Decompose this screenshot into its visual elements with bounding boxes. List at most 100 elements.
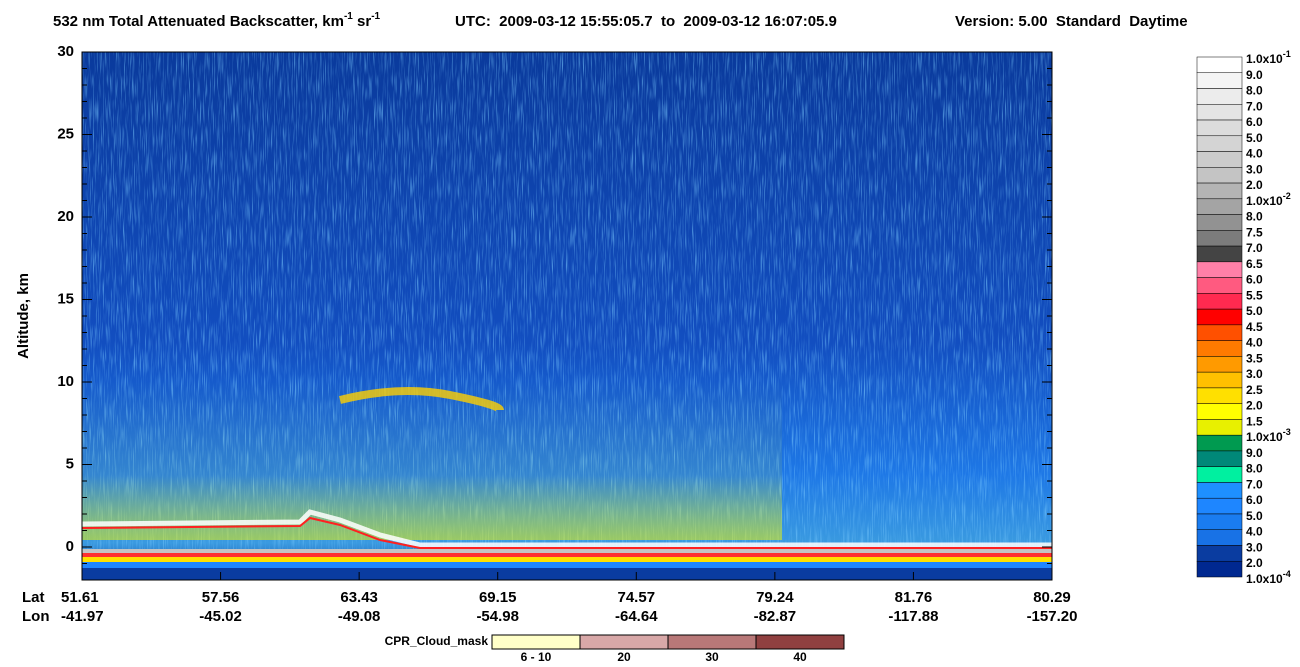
colorbar-label-text: 2.0 [1246,556,1263,570]
colorbar-label-text: 8.0 [1246,462,1263,476]
y-tick-label: 0 [66,538,74,555]
colorbar-label-text: 8.0 [1246,84,1263,98]
x-tick-label: -157.20 [1027,608,1078,625]
colorbar-label-text: 4.0 [1246,147,1263,161]
colorbar-label-exp: -2 [1283,191,1291,201]
colorbar-label-text: 7.0 [1246,478,1263,492]
x-tick-label: 57.56 [202,589,240,606]
colorbar-label-text: 2.0 [1246,178,1263,192]
colorbar-label-text: 6.0 [1246,273,1263,287]
colorbar-label: 4.0 [1246,336,1263,350]
colorbar-swatch [1196,387,1243,404]
backscatter-image [81,51,1053,581]
colorbar-label: 8.0 [1246,84,1263,98]
x-tick-label: 79.24 [756,589,794,606]
x-row-name: Lat [22,589,45,606]
colorbar-label: 5.0 [1246,131,1263,145]
colorbar-label-text: 7.5 [1246,226,1263,240]
colorbar-label-exp: -1 [1283,49,1291,59]
y-axis-label: Altitude, km [15,273,32,359]
y-tick-label: 30 [57,43,74,60]
colorbar-label-text: 1.5 [1246,415,1263,429]
colorbar-swatch [1196,277,1243,294]
colorbar-swatch [1196,497,1243,515]
colorbar-label-text: 8.0 [1246,210,1263,224]
colorbar-label-text: 9.0 [1246,446,1263,460]
colorbar-label: 2.5 [1246,383,1263,397]
colorbar-swatch [1196,356,1243,373]
colorbar-label-text: 3.0 [1246,367,1263,381]
x-tick-label: 63.43 [340,589,378,606]
colorbar-label: 2.0 [1246,178,1263,192]
colorbar-swatch [1196,198,1243,215]
y-tick-label: 25 [57,125,74,142]
chart-title: 532 nm Total Attenuated Backscatter, km-… [53,11,381,30]
colorbar-swatch [1196,434,1243,452]
colorbar-label-text: 6.0 [1246,115,1263,129]
colorbar-label: 6.5 [1246,257,1263,271]
x-tick-label: -64.64 [615,608,658,625]
title-superscript: -1 [371,11,380,22]
x-tick-label: -82.87 [754,608,797,625]
title-superscript: -1 [344,11,353,22]
colorbar-label: 3.5 [1246,352,1263,366]
cloud-mask-item-label: 30 [705,650,719,664]
colorbar-swatch [1196,72,1243,89]
colorbar-label: 1.0x10-4 [1246,569,1291,586]
colorbar-label: 5.0 [1246,304,1263,318]
colorbar-swatch [1196,513,1243,530]
colorbar-swatch [1196,119,1243,137]
colorbar-label: 1.0x10-2 [1246,191,1291,208]
colorbar-label-text: 7.0 [1246,99,1263,113]
colorbar-swatch [1196,324,1243,341]
colorbar-label: 3.0 [1246,162,1263,176]
colorbar-label-text: 2.5 [1246,383,1263,397]
x-tick-label: -49.08 [338,608,381,625]
colorbar-swatch [1196,419,1243,436]
y-tick-label: 5 [66,455,74,472]
colorbar-label-text: 4.5 [1246,320,1263,334]
cloud-mask-item-label: 6 - 10 [521,650,552,664]
cloud-mask-label: CPR_Cloud_mask [385,634,489,648]
colorbar-label-exp: -3 [1283,428,1291,438]
colorbar-label: 7.5 [1246,226,1263,240]
colorbar-label: 4.5 [1246,320,1263,334]
cloud-mask-swatch [667,634,757,650]
colorbar-label: 3.0 [1246,541,1263,555]
colorbar-label: 4.0 [1246,147,1263,161]
colorbar-label-text: 5.0 [1246,304,1263,318]
colorbar-label: 7.0 [1246,478,1263,492]
colorbar-swatch [1196,182,1243,200]
colorbar-swatch [1196,135,1243,152]
colorbar-label-text: 5.0 [1246,131,1263,145]
colorbar-label-text: 3.0 [1246,541,1263,555]
version: Version: 5.00 Standard Daytime [955,13,1188,30]
colorbar-swatch [1196,230,1243,247]
colorbar-label-text: 9.0 [1246,68,1263,82]
colorbar-swatch [1196,403,1243,420]
colorbar-label-text: 6.0 [1246,493,1263,507]
x-tick-label: 81.76 [895,589,933,606]
colorbar-swatch [1196,529,1243,546]
colorbar-label: 2.0 [1246,399,1263,413]
colorbar-label-text: 4.0 [1246,336,1263,350]
colorbar-label: 5.5 [1246,289,1263,303]
colorbar-label: 6.0 [1246,493,1263,507]
colorbar-swatch [1196,482,1243,499]
colorbar-label: 7.0 [1246,241,1263,255]
colorbar-label: 6.0 [1246,115,1263,129]
cloud-mask-swatch [491,634,581,650]
y-tick-label: 20 [57,208,74,225]
colorbar-label: 1.0x10-3 [1246,428,1291,445]
y-tick-label: 10 [57,373,74,390]
colorbar-swatch [1196,56,1243,74]
cloud-mask-item-label: 40 [793,650,807,664]
colorbar-label-text: 5.0 [1246,509,1263,523]
title-text: 532 nm Total Attenuated Backscatter, km [53,13,344,30]
colorbar-label-exp: -4 [1283,569,1291,579]
colorbar-swatch [1196,293,1243,310]
colorbar-label-text: 7.0 [1246,241,1263,255]
x-tick-label: 51.61 [61,589,99,606]
colorbar-label: 9.0 [1246,446,1263,460]
colorbar-label-text: 1.0x10 [1246,430,1283,444]
